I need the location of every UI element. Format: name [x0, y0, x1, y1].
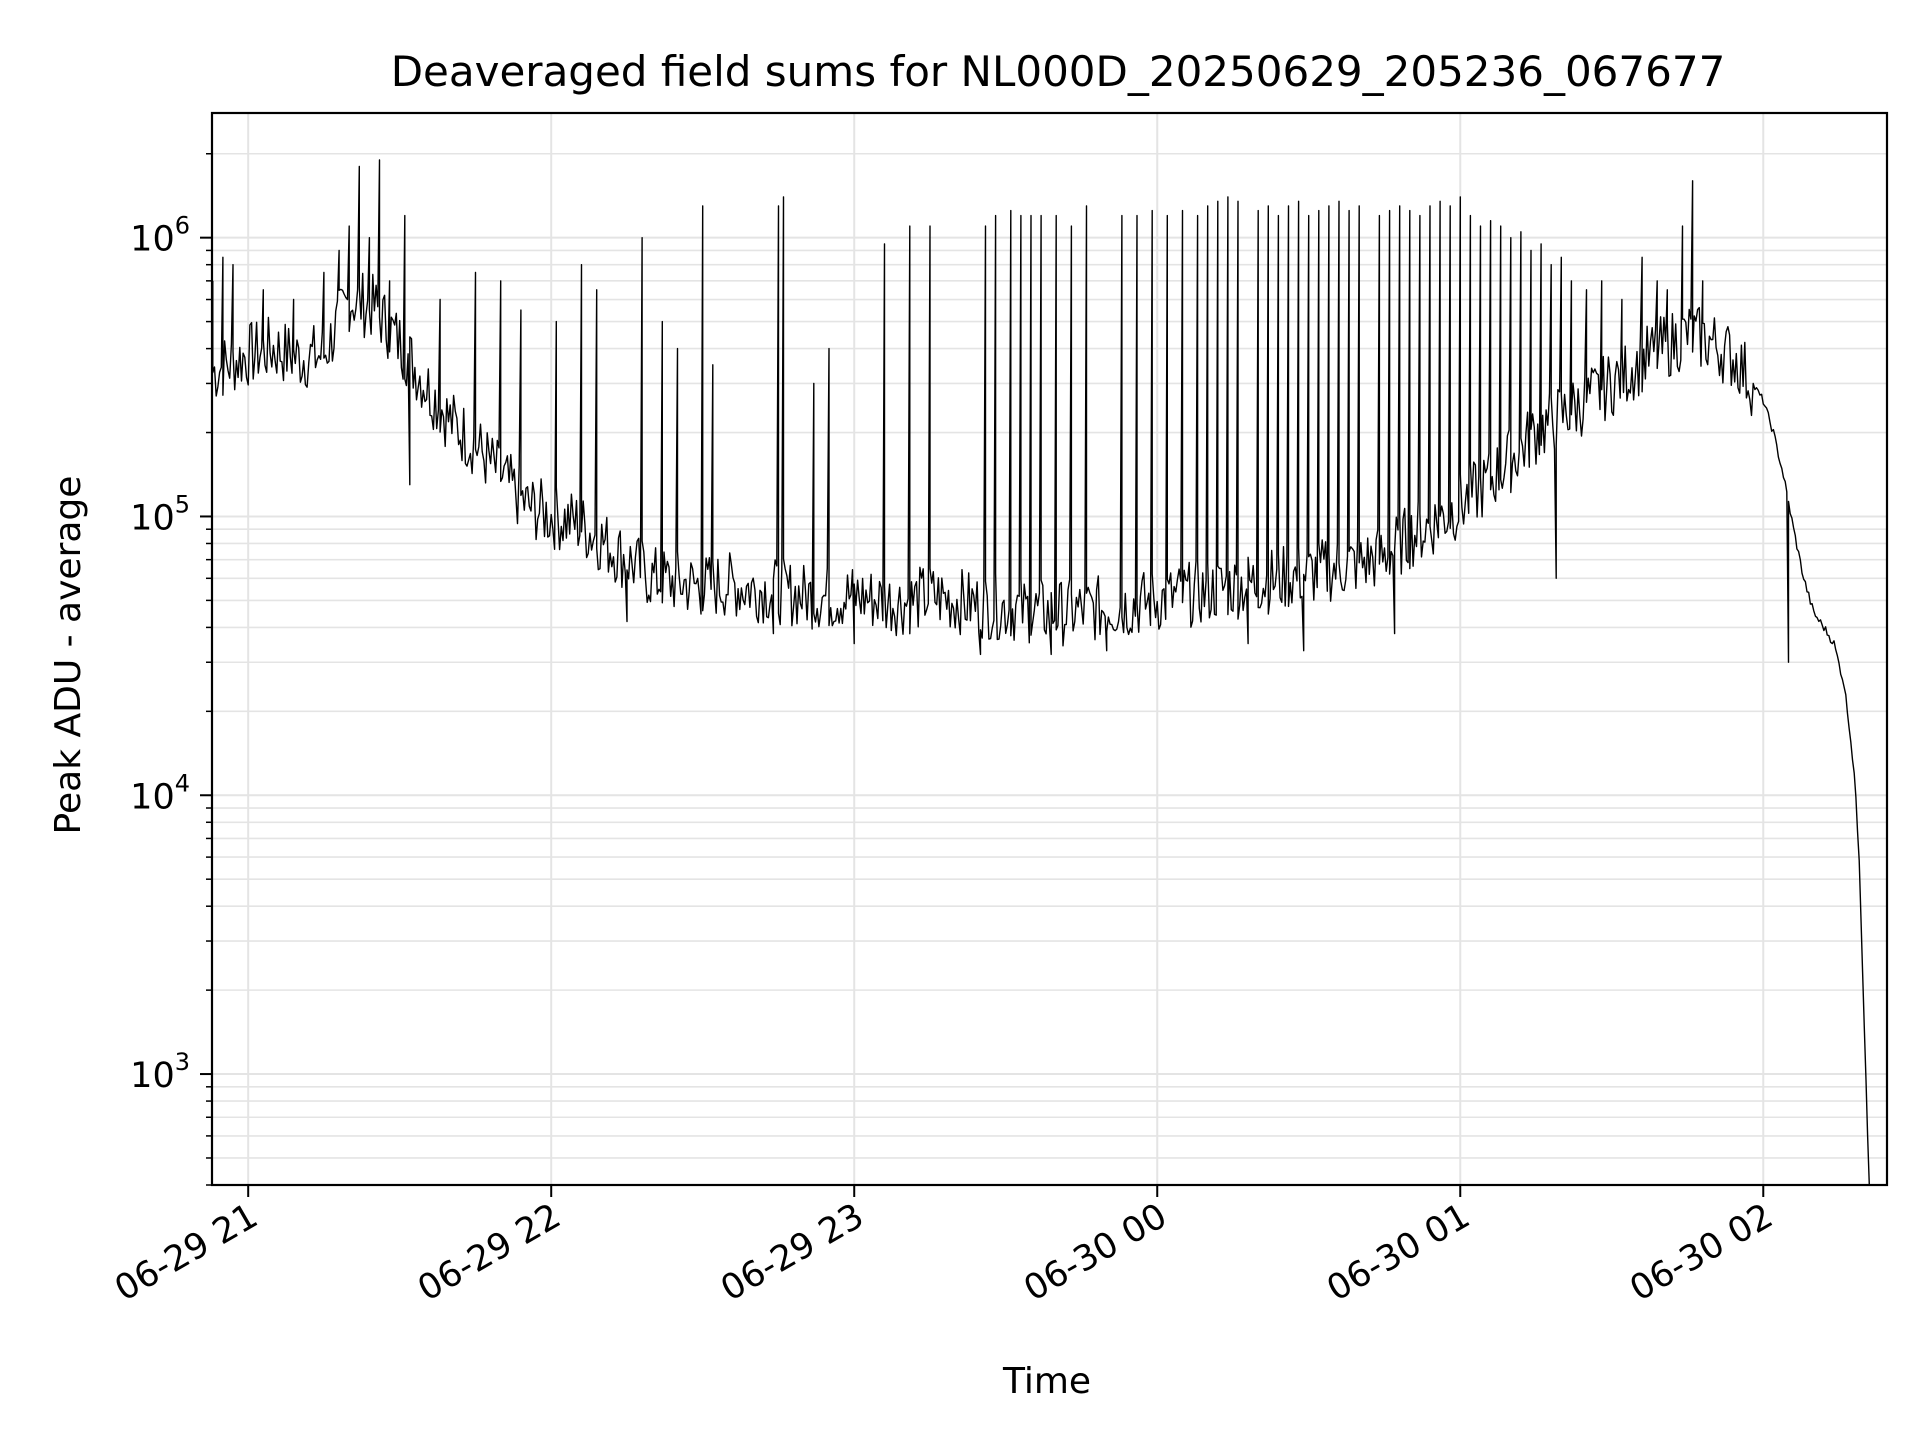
- y-tick-label: 105: [130, 490, 190, 538]
- y-axis-label: Peak ADU - average: [48, 476, 89, 835]
- x-tick-label: 06-30 01: [1320, 1196, 1476, 1309]
- grid: [212, 113, 1887, 1186]
- y-tick-label-exponent: 3: [175, 1048, 190, 1076]
- x-tick-label: 06-30 02: [1623, 1196, 1779, 1309]
- y-tick-label-base: 10: [130, 1056, 175, 1096]
- plot-frame: [210, 111, 1889, 1187]
- y-tick-label: 103: [130, 1048, 190, 1096]
- data-series-line: [212, 159, 1870, 1186]
- y-tick-label-exponent: 5: [175, 490, 190, 518]
- y-tick-label-base: 10: [130, 777, 175, 817]
- x-axis-label: Time: [1002, 1361, 1091, 1402]
- axes: [210, 111, 1889, 1187]
- y-tick-label-exponent: 6: [175, 212, 190, 240]
- chart-title: Deaveraged field sums for NL000D_2025062…: [391, 47, 1726, 96]
- y-tick-label: 104: [130, 769, 190, 817]
- y-tick-label: 106: [130, 212, 190, 260]
- x-tick-label: 06-29 23: [714, 1196, 870, 1309]
- x-tick-label: 06-29 21: [108, 1196, 264, 1309]
- y-tick-label-base: 10: [130, 220, 175, 260]
- y-tick-label-base: 10: [130, 498, 175, 538]
- y-tick-label-exponent: 4: [175, 769, 190, 797]
- series-layer: [212, 159, 1870, 1186]
- x-tick-label: 06-29 22: [411, 1196, 567, 1309]
- x-tick-label: 06-30 00: [1017, 1196, 1173, 1309]
